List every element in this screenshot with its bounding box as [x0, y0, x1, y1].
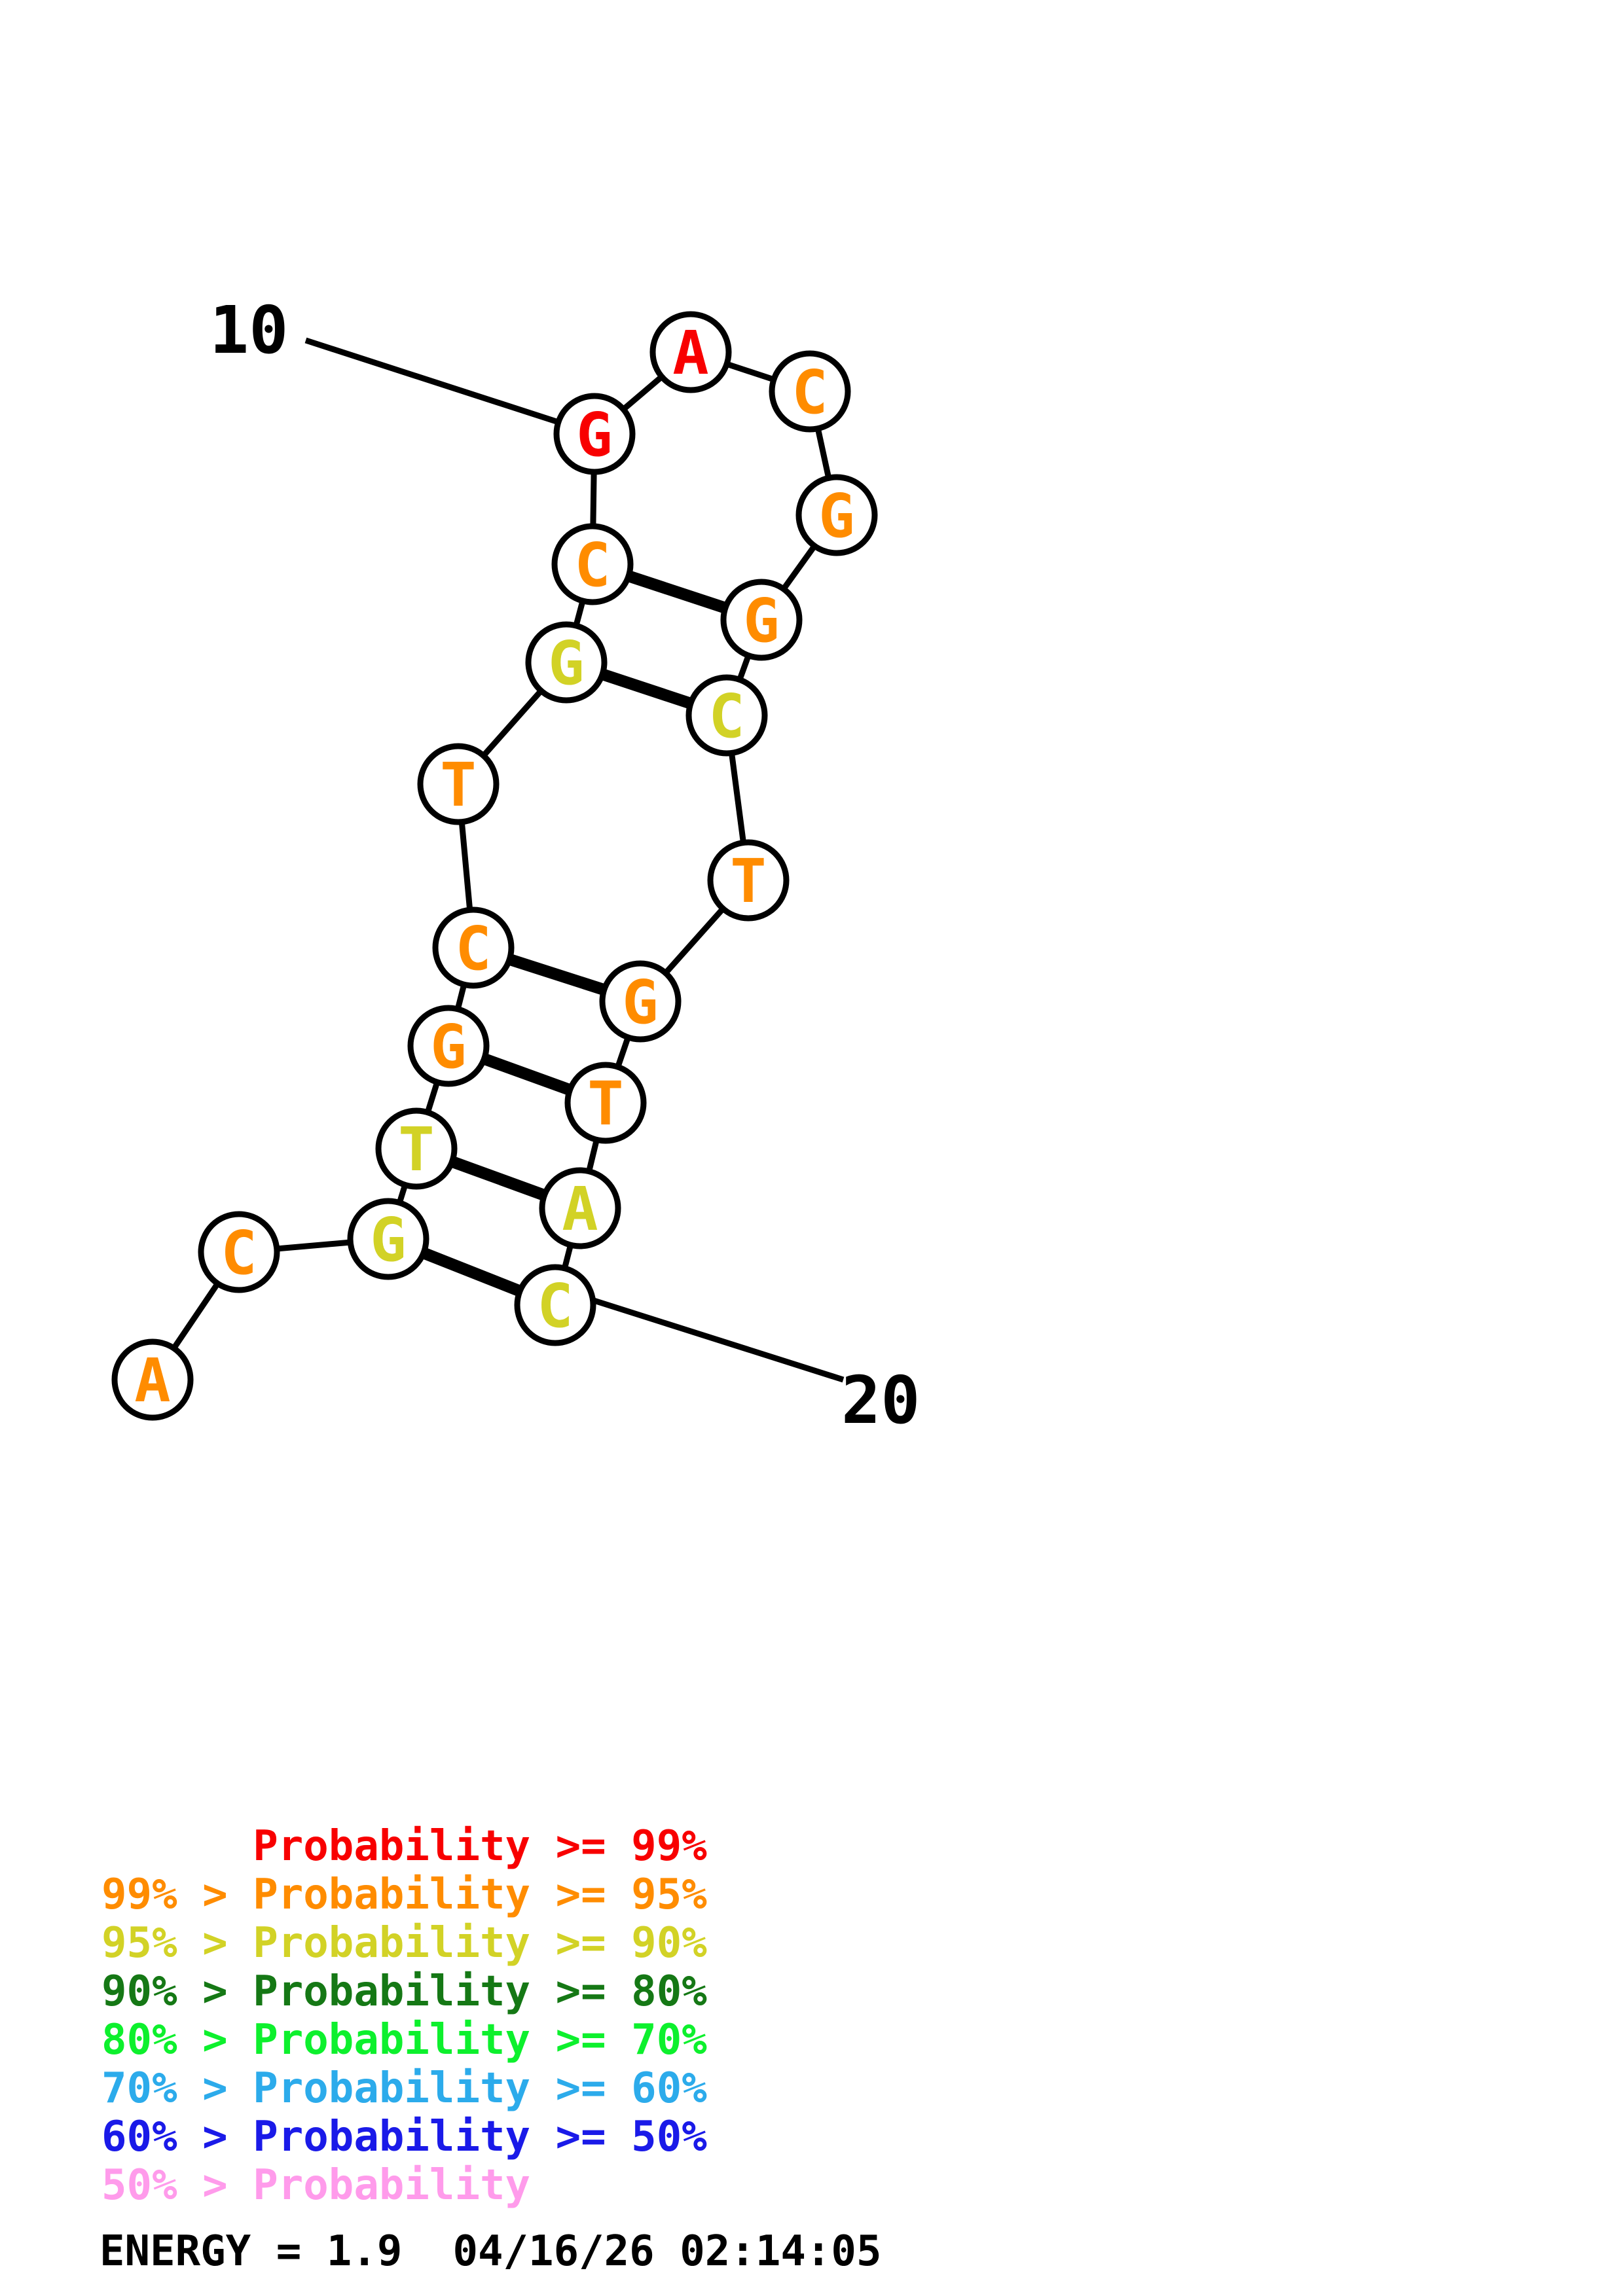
nucleotide-letter: A	[134, 1346, 170, 1416]
legend-row: 95% > Probability >= 90%	[101, 1919, 707, 1967]
nucleotide-circle	[417, 743, 500, 825]
probability-legend: Probability >= 99% 99% > Probability >= 9…	[101, 1822, 707, 2210]
nucleotide-letter: C	[574, 530, 610, 600]
nucleotide-letter: G	[370, 1205, 406, 1275]
nucleotide-letter: T	[398, 1115, 434, 1185]
nucleotide-letter: G	[622, 967, 658, 1037]
nucleotide-letter: G	[430, 1012, 466, 1082]
energy-footer: ENERGY = 1.9 04/16/26 02:14:05	[100, 2227, 882, 2276]
nucleotide-circle	[551, 523, 634, 605]
nucleotide-circle	[198, 1211, 280, 1293]
label-leader-line	[304, 337, 560, 425]
nucleotide-circle	[347, 1198, 429, 1280]
nucleotide-circle	[539, 1167, 621, 1249]
nucleotide-circle	[407, 1005, 490, 1087]
legend-row: 90% > Probability >= 80%	[101, 1967, 707, 2016]
nucleotide-letter: T	[440, 750, 476, 820]
nucleotide-letter: G	[743, 586, 779, 656]
nucleotide-circle	[525, 621, 608, 704]
nucleotide-letter: C	[537, 1271, 573, 1341]
nucleotide-circle	[553, 393, 636, 475]
nucleotide-circle	[685, 674, 768, 757]
nucleotide-circle	[599, 960, 682, 1043]
nucleotide-circle	[514, 1264, 596, 1346]
legend-row: 60% > Probability >= 50%	[101, 2113, 707, 2161]
legend-row: 80% > Probability >= 70%	[101, 2016, 707, 2064]
nucleotide-letter: T	[587, 1069, 623, 1139]
nucleotide-letter: C	[455, 914, 491, 984]
nucleotide-letter: A	[562, 1174, 598, 1244]
legend-row: 99% > Probability >= 95%	[101, 1871, 707, 1919]
legend-row: 70% > Probability >= 60%	[101, 2064, 707, 2113]
nucleotide-circle	[432, 906, 515, 989]
nucleotide-letter: G	[548, 628, 584, 698]
nucleotide-circle	[769, 350, 851, 433]
nucleotide-circle	[564, 1062, 647, 1144]
nucleotide-10-label: 10	[210, 292, 289, 368]
nucleotide-letter: G	[818, 481, 854, 551]
nucleotide-circle	[649, 311, 732, 393]
nucleotide-letter: C	[792, 357, 828, 427]
nucleotide-circle	[720, 579, 803, 661]
legend-row: Probability >= 99%	[101, 1822, 707, 1871]
nucleotide-letter: G	[576, 400, 612, 470]
nucleotide-circle	[375, 1107, 458, 1190]
nucleotide-letter: T	[730, 846, 766, 916]
nucleotide-20-label: 20	[841, 1362, 921, 1439]
nucleotide-circle	[111, 1338, 194, 1421]
nucleotide-letter: C	[221, 1218, 257, 1288]
nucleotide-letter: A	[672, 318, 708, 388]
label-leader-line	[593, 1297, 845, 1383]
legend-row: 50% > Probability	[101, 2161, 531, 2210]
nucleotide-circle	[795, 474, 878, 556]
nucleotide-circle	[707, 839, 790, 922]
nucleotide-letter: C	[708, 681, 744, 751]
